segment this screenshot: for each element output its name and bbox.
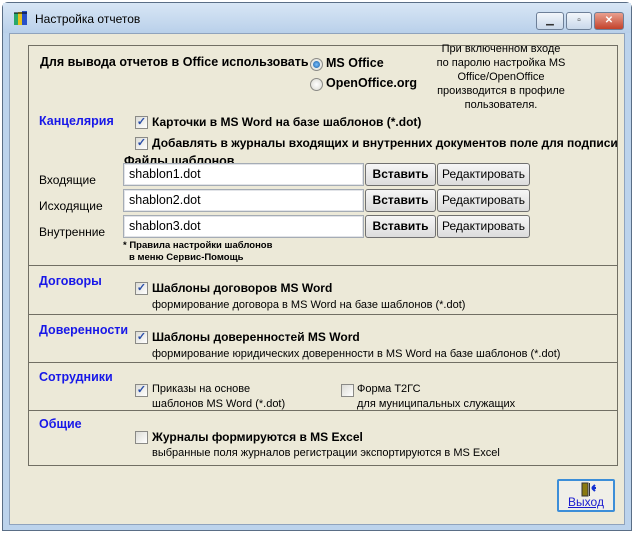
exit-button[interactable]: Выход <box>557 479 615 512</box>
radio-openoffice-label[interactable]: OpenOffice.org <box>326 76 417 90</box>
office-note: При включенном входе по паролю настройка… <box>433 42 569 112</box>
note-line: * Правила настройки шаблонов <box>123 240 273 251</box>
edit-button-internal[interactable]: Редактировать <box>437 215 530 238</box>
note-line: При включенном входе <box>441 43 561 55</box>
row-label-outgoing: Исходящие <box>39 199 103 213</box>
checkbox-excel-journals[interactable] <box>135 431 148 444</box>
incoming-template-input[interactable]: shablon1.dot <box>123 163 364 186</box>
edit-button-outgoing[interactable]: Редактировать <box>437 189 530 212</box>
radio-ms-office[interactable] <box>310 58 323 71</box>
poa-templates-desc: формирование юридических доверенности в … <box>152 348 561 360</box>
divider <box>29 362 617 363</box>
radio-ms-office-label[interactable]: MS Office <box>326 56 384 70</box>
excel-journals-desc: выбранные поля журналов регистрации эксп… <box>152 447 500 459</box>
checkbox-poa-templates-label[interactable]: Шаблоны доверенностей MS Word <box>152 330 360 344</box>
section-obshie: Общие <box>39 417 82 431</box>
checkbox-signature-field-label[interactable]: Добавлять в журналы входящих и внутренни… <box>152 136 618 150</box>
checkbox-orders[interactable]: ✓ <box>135 384 148 397</box>
checkbox-signature-field[interactable]: ✓ <box>135 137 148 150</box>
checkbox-t2gs[interactable] <box>341 384 354 397</box>
checkbox-orders-label[interactable]: Приказы на основе <box>152 383 251 395</box>
minimize-button[interactable]: ▁ <box>536 12 564 30</box>
settings-panel: Для вывода отчетов в Office использовать… <box>28 42 618 466</box>
note-line: по паролю настройка MS <box>436 57 566 69</box>
insert-button-internal[interactable]: Вставить <box>365 215 436 238</box>
divider <box>29 314 617 315</box>
section-dover: Доверенности <box>39 323 129 337</box>
office-label: Для вывода отчетов в Office использовать <box>40 55 309 69</box>
templates-note: * Правила настройки шаблонов в меню Серв… <box>123 240 272 264</box>
checkbox-excel-journals-label[interactable]: Журналы формируются в MS Excel <box>152 430 363 444</box>
radio-openoffice[interactable] <box>310 78 323 91</box>
checkbox-contract-templates-label[interactable]: Шаблоны договоров MS Word <box>152 281 333 295</box>
close-button[interactable]: ✕ <box>594 12 624 30</box>
title-bar: Настройка отчетов ▁ ▫ ✕ <box>3 3 631 33</box>
note-line: пользователя. <box>464 99 538 111</box>
exit-label: Выход <box>568 495 604 509</box>
divider <box>29 410 617 411</box>
window-title: Настройка отчетов <box>35 12 141 26</box>
internal-template-input[interactable]: shablon3.dot <box>123 215 364 238</box>
outgoing-template-input[interactable]: shablon2.dot <box>123 189 364 212</box>
row-label-incoming: Входящие <box>39 173 96 187</box>
books-icon <box>14 11 27 25</box>
checkbox-t2gs-label[interactable]: Форма Т2ГС <box>357 383 421 395</box>
edit-button-incoming[interactable]: Редактировать <box>437 163 530 186</box>
exit-door-icon <box>581 482 596 497</box>
maximize-button[interactable]: ▫ <box>566 12 592 30</box>
section-kanc: Канцелярия <box>39 114 114 128</box>
checkbox-word-cards[interactable]: ✓ <box>135 116 148 129</box>
note-line: Office/OpenOffice <box>457 71 545 83</box>
t2gs-desc: для муниципальных служащих <box>357 398 516 410</box>
contract-templates-desc: формирование договора в MS Word на базе … <box>152 299 466 311</box>
client-area: Для вывода отчетов в Office использовать… <box>9 33 625 525</box>
checkbox-word-cards-label[interactable]: Карточки в MS Word на базе шаблонов (*.d… <box>152 115 422 129</box>
divider <box>29 265 617 266</box>
note-line: в меню Сервис-Помощь <box>129 252 244 263</box>
orders-desc: шаблонов MS Word (*.dot) <box>152 398 286 410</box>
section-sotr: Сотрудники <box>39 370 113 384</box>
section-dogovory: Договоры <box>39 274 102 288</box>
row-label-internal: Внутренние <box>39 225 106 239</box>
note-line: производится в профиле <box>437 85 565 97</box>
checkbox-contract-templates[interactable]: ✓ <box>135 282 148 295</box>
checkbox-poa-templates[interactable]: ✓ <box>135 331 148 344</box>
insert-button-outgoing[interactable]: Вставить <box>365 189 436 212</box>
insert-button-incoming[interactable]: Вставить <box>365 163 436 186</box>
